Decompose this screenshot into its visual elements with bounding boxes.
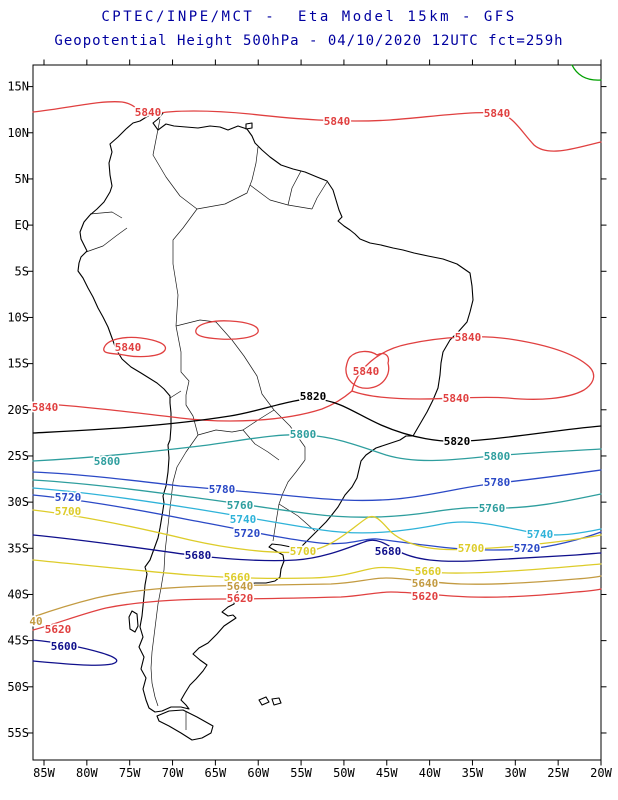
contour-label-5800: 5800: [484, 450, 511, 463]
contour-label-5840: 5840: [455, 331, 482, 344]
islands-outline: [128, 122, 282, 741]
contour-label-5660: 5660: [224, 571, 251, 584]
contour-line-5800: [32, 434, 602, 462]
contour-line-5840: [103, 336, 167, 358]
map-frame: [32, 64, 602, 761]
lon-label: 20W: [590, 766, 612, 780]
lat-label: 45S: [7, 634, 29, 648]
lon-label: 40W: [419, 766, 441, 780]
contour-label-5800: 5800: [94, 455, 121, 468]
contour-label-5620: 5620: [227, 592, 254, 605]
lat-label: 10N: [7, 126, 29, 140]
axis-labels: 15N 10N 5N EQ 5S 10S 15S 20S 25S 30S 35S 40S 45S 50S 5…: [7, 80, 612, 780]
geography: [77, 109, 474, 741]
contour-label-5640: 40: [29, 615, 42, 628]
axis-ticks: [27, 59, 607, 766]
contour-label-5660: 5660: [415, 565, 442, 578]
contour-line-5680: [32, 534, 602, 562]
lon-label: 25W: [547, 766, 569, 780]
contour-line-5760: [32, 479, 602, 518]
contour-label-5840: 5840: [115, 341, 142, 354]
lat-label: 30S: [7, 495, 29, 509]
south-america-coastline: [77, 109, 474, 713]
contour-labels: 5840 5840 5840 5840 5840 5840 5840 5840 5820 5820…: [28, 105, 555, 655]
lat-label: 35S: [7, 541, 29, 555]
contour-label-5740: 5740: [230, 513, 257, 526]
lon-label: 35W: [462, 766, 484, 780]
contour-lines: [32, 64, 602, 666]
contour-label-5600: 5600: [51, 640, 78, 653]
lat-label: 5N: [15, 172, 29, 186]
lon-label: 65W: [205, 766, 227, 780]
contour-label-5760: 5760: [227, 499, 254, 512]
contour-label-5820: 5820: [300, 390, 327, 403]
contour-line-5840: [351, 336, 595, 400]
contour-label-5640: 5640: [412, 577, 439, 590]
contour-label-5700: 5700: [290, 545, 317, 558]
contour-line-5780: [32, 469, 602, 502]
contour-label-5840: 5840: [443, 392, 470, 405]
lat-label: 20S: [7, 403, 29, 417]
lon-label: 85W: [33, 766, 55, 780]
lon-label: 80W: [76, 766, 98, 780]
lat-label: 55S: [7, 726, 29, 740]
lat-label: 5S: [15, 264, 29, 278]
contour-line-5740: [32, 487, 602, 536]
contour-line-5720: [32, 494, 602, 551]
title-line-1: CPTEC/INPE/MCT - Eta Model 15km - GFS: [101, 9, 517, 25]
contour-line-5640: [32, 575, 602, 618]
lon-label: 50W: [333, 766, 355, 780]
contour-line-5620: [32, 588, 602, 631]
contour-label-5680: 5680: [375, 545, 402, 558]
contour-label-5780: 5780: [209, 483, 236, 496]
lon-label: 60W: [247, 766, 269, 780]
contour-label-5800: 5800: [290, 428, 317, 441]
contour-label-5700: 5700: [55, 505, 82, 518]
contour-label-5620: 5620: [412, 590, 439, 603]
lon-label: 75W: [119, 766, 141, 780]
lon-label: 55W: [290, 766, 312, 780]
lat-label: 10S: [7, 310, 29, 324]
contour-line-5840: [32, 101, 602, 152]
lon-label: 70W: [162, 766, 184, 780]
contour-label-5720: 5720: [234, 527, 261, 540]
contour-line-5840: [195, 320, 259, 340]
contour-label-5640: 5640: [227, 580, 254, 593]
lat-label: EQ: [15, 218, 29, 232]
contour-line-5700: [32, 509, 602, 554]
contour-label-5680: 5680: [185, 549, 212, 562]
contour-label-5840: 5840: [324, 115, 351, 128]
lat-label: 15S: [7, 357, 29, 371]
lon-label: 30W: [504, 766, 526, 780]
contour-label-5840: 5840: [484, 107, 511, 120]
lat-label: 40S: [7, 587, 29, 601]
contour-label-5700: 5700: [458, 542, 485, 555]
contour-label-5840: 5840: [135, 106, 162, 119]
contour-label-5620: 5620: [45, 623, 72, 636]
lat-label: 25S: [7, 449, 29, 463]
chart-header: CPTEC/INPE/MCT - Eta Model 15km - GFS Ge…: [0, 0, 618, 49]
contour-label-5740: 5740: [527, 528, 554, 541]
contour-label-5840: 5840: [32, 401, 59, 414]
contour-label-5720: 5720: [55, 491, 82, 504]
lon-label: 45W: [376, 766, 398, 780]
contour-label-5780: 5780: [484, 476, 511, 489]
country-borders: [85, 118, 328, 730]
contour-line-5600: [32, 639, 118, 666]
contour-label-5820: 5820: [444, 435, 471, 448]
contour-line-5820: [32, 398, 602, 443]
lat-label: 15N: [7, 80, 29, 94]
contour-line-5840: [32, 390, 353, 422]
contour-label-5720: 5720: [514, 542, 541, 555]
contour-line-5880: [571, 64, 602, 81]
contour-line-5840: [345, 350, 390, 389]
contour-label-5840: 5840: [353, 365, 380, 378]
lat-label: 50S: [7, 680, 29, 694]
title-line-2: Geopotential Height 500hPa - 04/10/2020 …: [54, 33, 564, 49]
contour-label-5760: 5760: [479, 502, 506, 515]
contour-line-5660: [32, 559, 602, 580]
